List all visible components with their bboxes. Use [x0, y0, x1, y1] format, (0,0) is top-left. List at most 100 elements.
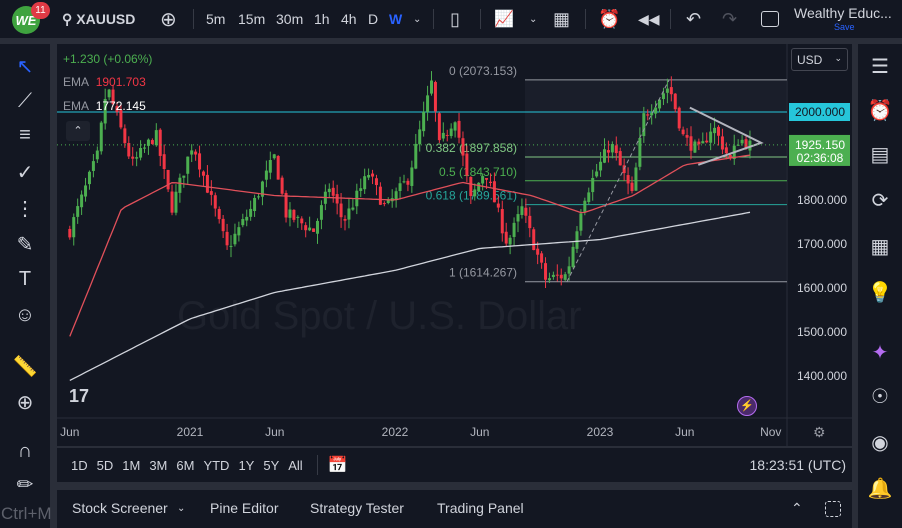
currency-select[interactable]: USD ⌄ [791, 48, 848, 71]
candle-body [673, 93, 677, 110]
interval-W[interactable]: W [389, 11, 403, 27]
shortcut-hint: Ctrl+M [1, 504, 52, 523]
range-All[interactable]: All [288, 457, 303, 473]
calendar-icon[interactable]: ▦ [870, 236, 890, 258]
collapse-panel-icon[interactable]: ⌃ [791, 500, 803, 516]
candle-body [312, 228, 316, 232]
range-5Y[interactable]: 5Y [263, 457, 280, 473]
ema1-label: EMA [63, 75, 89, 89]
save-button[interactable]: Save [834, 22, 855, 32]
alarm-icon[interactable]: ⏰ [867, 100, 893, 122]
candle-body [284, 192, 288, 218]
watchlist-icon[interactable]: ☰ [871, 56, 889, 78]
undo-icon[interactable]: ↶ [686, 8, 702, 29]
data-window-icon[interactable]: ▤ [870, 144, 890, 166]
candle-body [304, 225, 308, 231]
range-1D[interactable]: 1D [71, 457, 88, 473]
alert-add-icon[interactable]: ⏰ [598, 8, 621, 29]
candle-body [402, 181, 406, 183]
range-5D[interactable]: 5D [96, 457, 114, 473]
collapse-legend-chevron-icon[interactable]: ⌃ [66, 121, 90, 141]
candle-body [661, 93, 665, 100]
layout-name[interactable]: Wealthy Educ... [794, 5, 892, 21]
range-1M[interactable]: 1M [122, 457, 141, 473]
replay-icon[interactable]: ◀◀ [638, 10, 660, 27]
interval-chevron-down-icon[interactable]: ⌄ [413, 13, 422, 25]
price-chart[interactable]: 0 (2073.153) 0.382 (1897.858) 0.5 (1843.71… [57, 44, 852, 446]
chart-pane[interactable]: Gold Spot / U.S. Dollar 0 (2073.153) 0.38… [57, 44, 852, 446]
interval-30m[interactable]: 30m [276, 11, 304, 27]
interval-15m[interactable]: 15m [238, 11, 266, 27]
clock-readout[interactable]: 18:23:51 (UTC) [749, 457, 846, 473]
range-6M[interactable]: 6M [176, 457, 195, 473]
maximize-panel-icon[interactable] [825, 501, 841, 517]
emoji-icon[interactable]: ☺ [14, 304, 36, 326]
candle-body [107, 89, 111, 98]
candle-body [371, 173, 375, 177]
assistant-sparkle-icon[interactable]: ✦ [871, 342, 889, 364]
range-1Y[interactable]: 1Y [238, 457, 255, 473]
notifications-bell-icon[interactable]: 🔔 [867, 478, 893, 500]
candle-body [709, 131, 713, 143]
magnet-icon[interactable]: ∩ [17, 440, 33, 462]
goto-date-icon[interactable]: 📅 [316, 455, 348, 475]
symbol-label: XAUUSD [76, 11, 136, 27]
screener-chevron-icon[interactable]: ⌄ [177, 503, 186, 514]
hline-price-tag [789, 103, 850, 121]
ruler-icon[interactable]: 📏 [12, 356, 38, 378]
candle-body [654, 107, 658, 114]
candle-body [162, 154, 166, 169]
candle-body [728, 154, 732, 159]
candle-body [449, 128, 453, 137]
candle-body [496, 203, 500, 208]
candle-body [689, 136, 693, 151]
symbol-search[interactable]: ⚲ XAUUSD [62, 0, 135, 38]
tab-trading-panel[interactable]: Trading Panel [437, 500, 524, 516]
forecast-icon[interactable]: ⋮ [15, 198, 35, 220]
candle-body [744, 139, 748, 149]
candle-body [382, 203, 386, 205]
chart-settings-icon[interactable]: ⚙ [813, 424, 826, 440]
lightning-icon[interactable]: ⚡ [737, 396, 757, 416]
candle-body [481, 176, 485, 184]
range-YTD[interactable]: YTD [203, 457, 230, 473]
interval-5m[interactable]: 5m [206, 11, 226, 27]
price-axis-label: 1400.000 [797, 369, 847, 383]
interval-1h[interactable]: 1h [314, 11, 330, 27]
fullscreen-icon[interactable] [761, 0, 779, 38]
candle-body [685, 135, 689, 138]
drawing-toolbar: ↖ ⟋ ≡ ✓ ⋮ ✎ T ☺ 📏 ⊕ ∩ ✏ Ctrl+M [0, 44, 52, 528]
trendline-icon[interactable]: ⟋ [18, 90, 32, 112]
candles-icon[interactable]: ▯ [450, 8, 460, 29]
text-icon[interactable]: T [18, 268, 32, 290]
candle-body [174, 191, 178, 213]
indicators-chevron-icon[interactable]: ⌄ [529, 13, 538, 25]
hotlist-icon[interactable]: ⟳ [871, 190, 889, 212]
lock-drawings-icon[interactable]: ✏ [16, 474, 34, 496]
fib-icon[interactable]: ≡ [19, 124, 31, 146]
interval-D[interactable]: D [368, 11, 379, 27]
zoom-in-icon[interactable]: ⊕ [16, 392, 34, 414]
compare-plus-icon[interactable]: ⊕ [160, 8, 177, 31]
price-axis-label: 1600.000 [797, 281, 847, 295]
range-3M[interactable]: 3M [149, 457, 168, 473]
tab-stock-screener[interactable]: Stock Screener [72, 500, 168, 516]
ideas-icon[interactable]: 💡 [867, 282, 893, 304]
lightbulb-icon[interactable]: ☉ [871, 386, 889, 408]
brush-icon[interactable]: ✎ [16, 234, 34, 256]
redo-icon[interactable]: ↷ [722, 8, 738, 29]
tab-strategy-tester[interactable]: Strategy Tester [310, 500, 404, 516]
indicators-icon[interactable]: 📈 [494, 11, 514, 28]
layout-grid-icon[interactable]: ▦ [553, 8, 571, 29]
streams-icon[interactable]: ◉ [871, 432, 889, 454]
candle-body [520, 206, 524, 216]
candle-body [485, 178, 489, 180]
tab-pine-editor[interactable]: Pine Editor [210, 500, 279, 516]
candle-body [540, 253, 544, 263]
cursor-icon[interactable]: ↖ [16, 56, 34, 78]
notification-badge: 11 [31, 2, 50, 19]
search-icon: ⚲ [62, 10, 73, 27]
candle-body [591, 177, 595, 193]
interval-4h[interactable]: 4h [341, 11, 357, 27]
pattern-icon[interactable]: ✓ [16, 162, 34, 184]
